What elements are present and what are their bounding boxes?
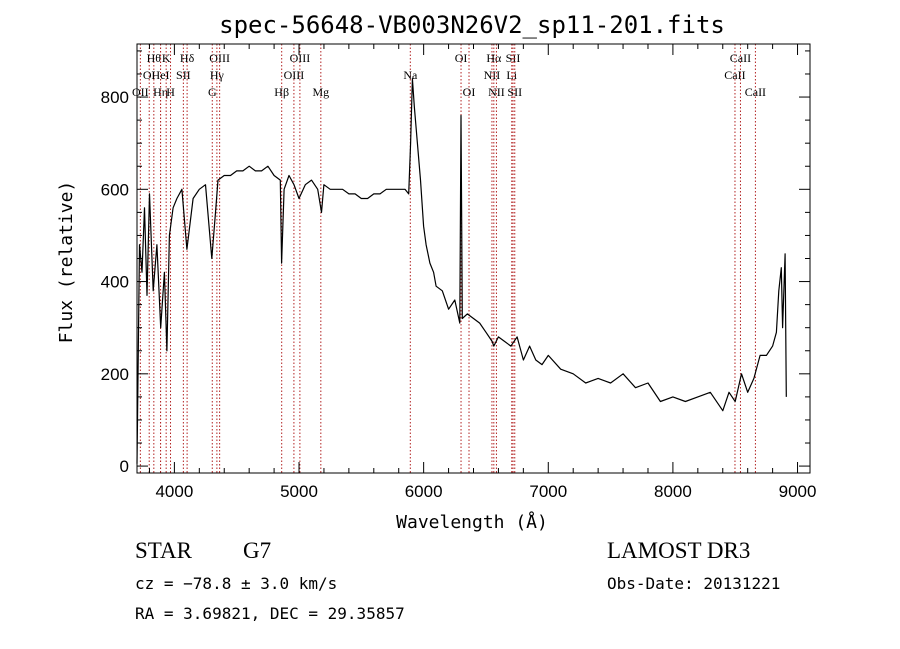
marker-label: Mg <box>312 85 329 99</box>
series-layer <box>136 78 787 464</box>
marker-label: G <box>208 85 217 99</box>
marker-label: OI <box>143 68 156 82</box>
marker-label: Hδ <box>180 51 195 65</box>
marker-label: OI <box>455 51 468 65</box>
y-tick-label: 200 <box>101 365 129 384</box>
marker-label: CaII <box>745 85 766 99</box>
x-tick-label: 6000 <box>405 482 443 501</box>
x-tick-label: 4000 <box>155 482 193 501</box>
marker-label: Hθ <box>147 51 162 65</box>
marker-label: SII <box>176 68 191 82</box>
y-tick-label: 400 <box>101 273 129 292</box>
object-subclass: G7 <box>243 538 272 563</box>
x-tick-label: 7000 <box>529 482 567 501</box>
marker-label: OIII <box>290 51 311 65</box>
marker-label: HeI <box>152 68 170 82</box>
marker-label: CaII <box>724 68 745 82</box>
marker-label: OII <box>132 85 149 99</box>
plot-frame <box>136 43 811 474</box>
marker-label: Hα <box>486 51 502 65</box>
y-tick-label: 0 <box>120 457 129 476</box>
line-markers: OIIOIHθHηHeIKHSIIHδGHγOIIIHβOIIIOIIIMgNa… <box>132 44 766 473</box>
marker-label: Hη <box>153 85 168 99</box>
redshift-cz: cz = −78.8 ± 3.0 km/s <box>135 574 338 593</box>
marker-label: SII <box>507 85 522 99</box>
marker-label: Hβ <box>274 85 289 99</box>
marker-label: OIII <box>284 68 305 82</box>
marker-label: Na <box>403 68 418 82</box>
survey-name: LAMOST DR3 <box>607 538 751 563</box>
y-tick-label: 800 <box>101 88 129 107</box>
marker-label: OI <box>463 85 476 99</box>
marker-label: NII <box>484 68 501 82</box>
marker-label: K <box>162 51 171 65</box>
x-tick-label: 9000 <box>779 482 817 501</box>
x-tick-label: 5000 <box>280 482 318 501</box>
obs-date: Obs-Date: 20131221 <box>607 574 781 593</box>
marker-label: NII <box>488 85 505 99</box>
spectrum-line <box>136 78 787 464</box>
y-axis-label: Flux (relative) <box>56 181 77 344</box>
x-axis-label: Wavelength (Å) <box>396 511 548 533</box>
marker-label: SII <box>506 51 521 65</box>
chart-title: spec-56648-VB003N26V2_sp11-201.fits <box>219 11 725 39</box>
object-class: STAR <box>135 538 192 563</box>
marker-label: CaII <box>730 51 751 65</box>
marker-label: Hγ <box>210 68 225 82</box>
marker-label: Li <box>506 68 517 82</box>
y-tick-label: 600 <box>101 180 129 199</box>
x-tick-label: 8000 <box>654 482 692 501</box>
marker-label: H <box>166 85 175 99</box>
axes: 4000 5000 6000 7000 8000 9000 0 200 400 600 800 <box>101 43 817 501</box>
ra-dec: RA = 3.69821, DEC = 29.35857 <box>135 604 405 623</box>
marker-label: OIII <box>209 51 230 65</box>
